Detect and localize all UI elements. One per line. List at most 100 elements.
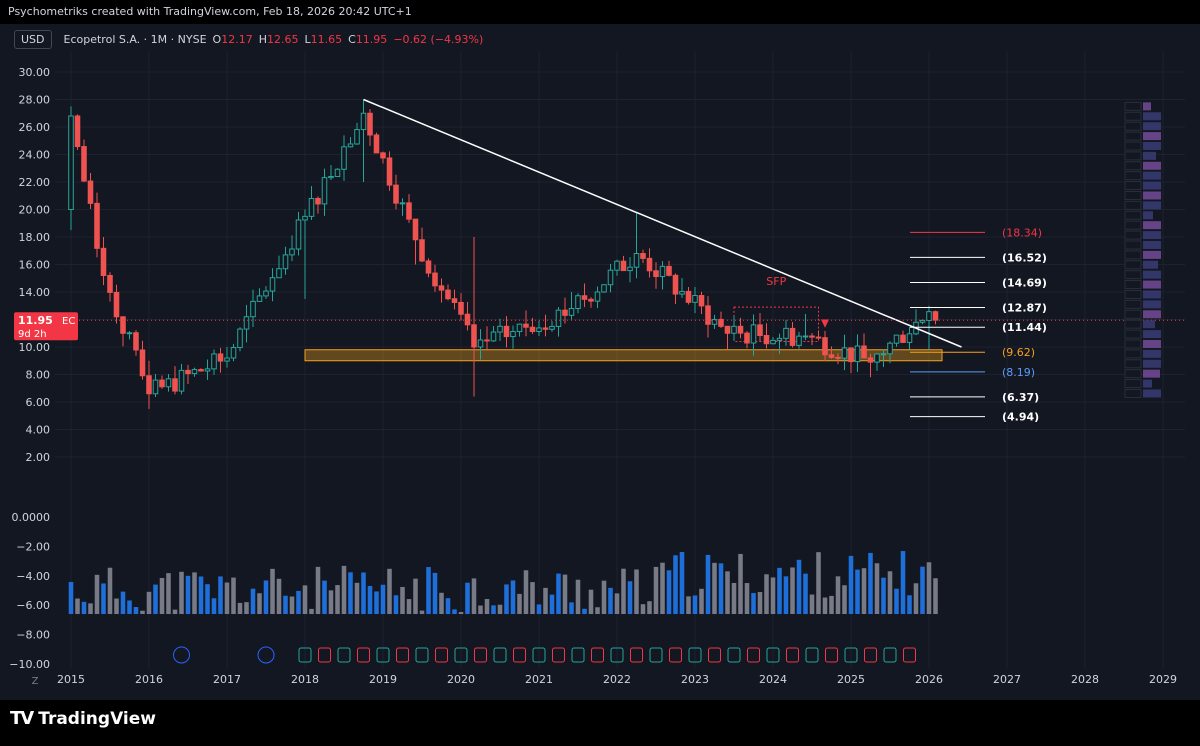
volume-bar — [679, 552, 685, 615]
earnings-marker-icon — [474, 647, 487, 663]
candle-body — [185, 369, 191, 375]
volume-bar — [920, 566, 925, 615]
volume-bar — [530, 582, 535, 615]
profile-bar — [1143, 359, 1161, 368]
candle-body — [601, 284, 607, 293]
volume-bar — [270, 568, 275, 615]
candle-body — [627, 266, 633, 272]
candle-body — [685, 290, 692, 303]
sfp-arrow-icon — [821, 319, 829, 328]
volume-bar — [179, 571, 184, 615]
candle-body — [133, 332, 139, 351]
volume-bar — [686, 596, 691, 615]
profile-bar — [1143, 330, 1161, 339]
profile-price-cell — [1124, 200, 1142, 210]
volume-bar — [549, 594, 555, 615]
close-value: 11.95 — [355, 32, 388, 46]
volume-bar — [153, 584, 158, 615]
volume-bar — [465, 582, 470, 615]
candle-body — [172, 378, 178, 392]
volume-bar — [614, 593, 620, 615]
volume-profile — [1124, 101, 1161, 398]
profile-price-cell — [1124, 329, 1142, 339]
x-tick-label: 2025 — [837, 673, 865, 686]
volume-bar — [790, 567, 795, 615]
candle-body — [191, 369, 198, 375]
volume-bar — [328, 590, 334, 615]
volume-bar — [491, 605, 496, 615]
volume-bar — [159, 577, 165, 615]
candle-body — [861, 345, 867, 359]
candle-body — [217, 353, 224, 362]
candle-body — [750, 324, 757, 344]
volume-bar — [705, 554, 711, 615]
volume-bar — [712, 562, 717, 615]
volume-bar — [393, 595, 399, 615]
profile-price-cell — [1124, 280, 1142, 290]
volume-bar — [842, 585, 847, 615]
volume-bar — [562, 574, 568, 615]
earnings-marker-icon — [591, 647, 604, 663]
volume-bar — [322, 580, 327, 615]
volume-bar — [725, 571, 730, 615]
volume-y-tick-label: −6.00 — [16, 599, 50, 612]
volume-bar — [302, 585, 308, 615]
candle-body — [711, 318, 718, 325]
open-key: O — [212, 32, 222, 46]
candle-body — [724, 325, 731, 334]
x-tick-label: 2018 — [291, 673, 319, 686]
volume-bar — [439, 592, 444, 615]
candle-body — [477, 339, 484, 348]
zoom-button[interactable]: Z — [31, 676, 39, 687]
profile-price-cell — [1124, 359, 1142, 369]
symbol-name: Ecopetrol S.A. · 1M · NYSE — [63, 32, 207, 46]
volume-bar — [868, 552, 873, 615]
volume-bar — [406, 599, 412, 615]
volume-bar — [673, 555, 678, 615]
candle-body — [269, 277, 276, 292]
candle-body — [562, 309, 568, 316]
y-tick-label: 18.00 — [19, 231, 51, 244]
earnings-marker-icon — [825, 647, 838, 663]
volume-bar — [120, 591, 126, 615]
profile-bar — [1143, 280, 1161, 289]
earnings-marker-icon — [805, 647, 819, 663]
candle-body — [809, 335, 815, 338]
candle-body — [126, 332, 133, 335]
earnings-marker-icon — [513, 647, 526, 663]
candle-body — [757, 324, 763, 336]
candle-body — [575, 295, 581, 310]
volume-bar — [588, 589, 594, 615]
volume-bar — [692, 595, 698, 615]
profile-price-cell — [1124, 210, 1142, 220]
volume-bar — [881, 577, 886, 615]
volume-bar — [400, 586, 405, 615]
earnings-marker-icon — [688, 647, 702, 663]
profile-price-cell — [1124, 299, 1142, 309]
volume-bar — [595, 607, 600, 615]
candle-body — [789, 327, 796, 346]
volume-bar — [822, 597, 828, 615]
x-tick-label: 2015 — [57, 673, 85, 686]
open-value: 12.17 — [221, 32, 253, 46]
volume-bar — [634, 569, 639, 615]
profile-bar — [1143, 369, 1160, 378]
earnings-marker-icon — [610, 647, 624, 663]
volume-bar — [75, 598, 80, 615]
volume-bar — [848, 555, 854, 615]
low-value: 11.65 — [310, 32, 343, 46]
volume-bar — [445, 598, 451, 615]
x-tick-label: 2017 — [213, 673, 241, 686]
volume-y-tick-label: −2.00 — [16, 540, 50, 553]
volume-bar — [127, 600, 132, 615]
profile-price-cell — [1124, 171, 1142, 181]
profile-bar — [1143, 201, 1161, 210]
volume-bar — [933, 578, 938, 615]
fib-level-label: (11.44) — [1002, 321, 1047, 334]
candle-body — [770, 339, 776, 345]
candle-body — [549, 325, 555, 330]
currency-button[interactable]: USD — [14, 29, 52, 49]
candle-body — [588, 298, 594, 302]
